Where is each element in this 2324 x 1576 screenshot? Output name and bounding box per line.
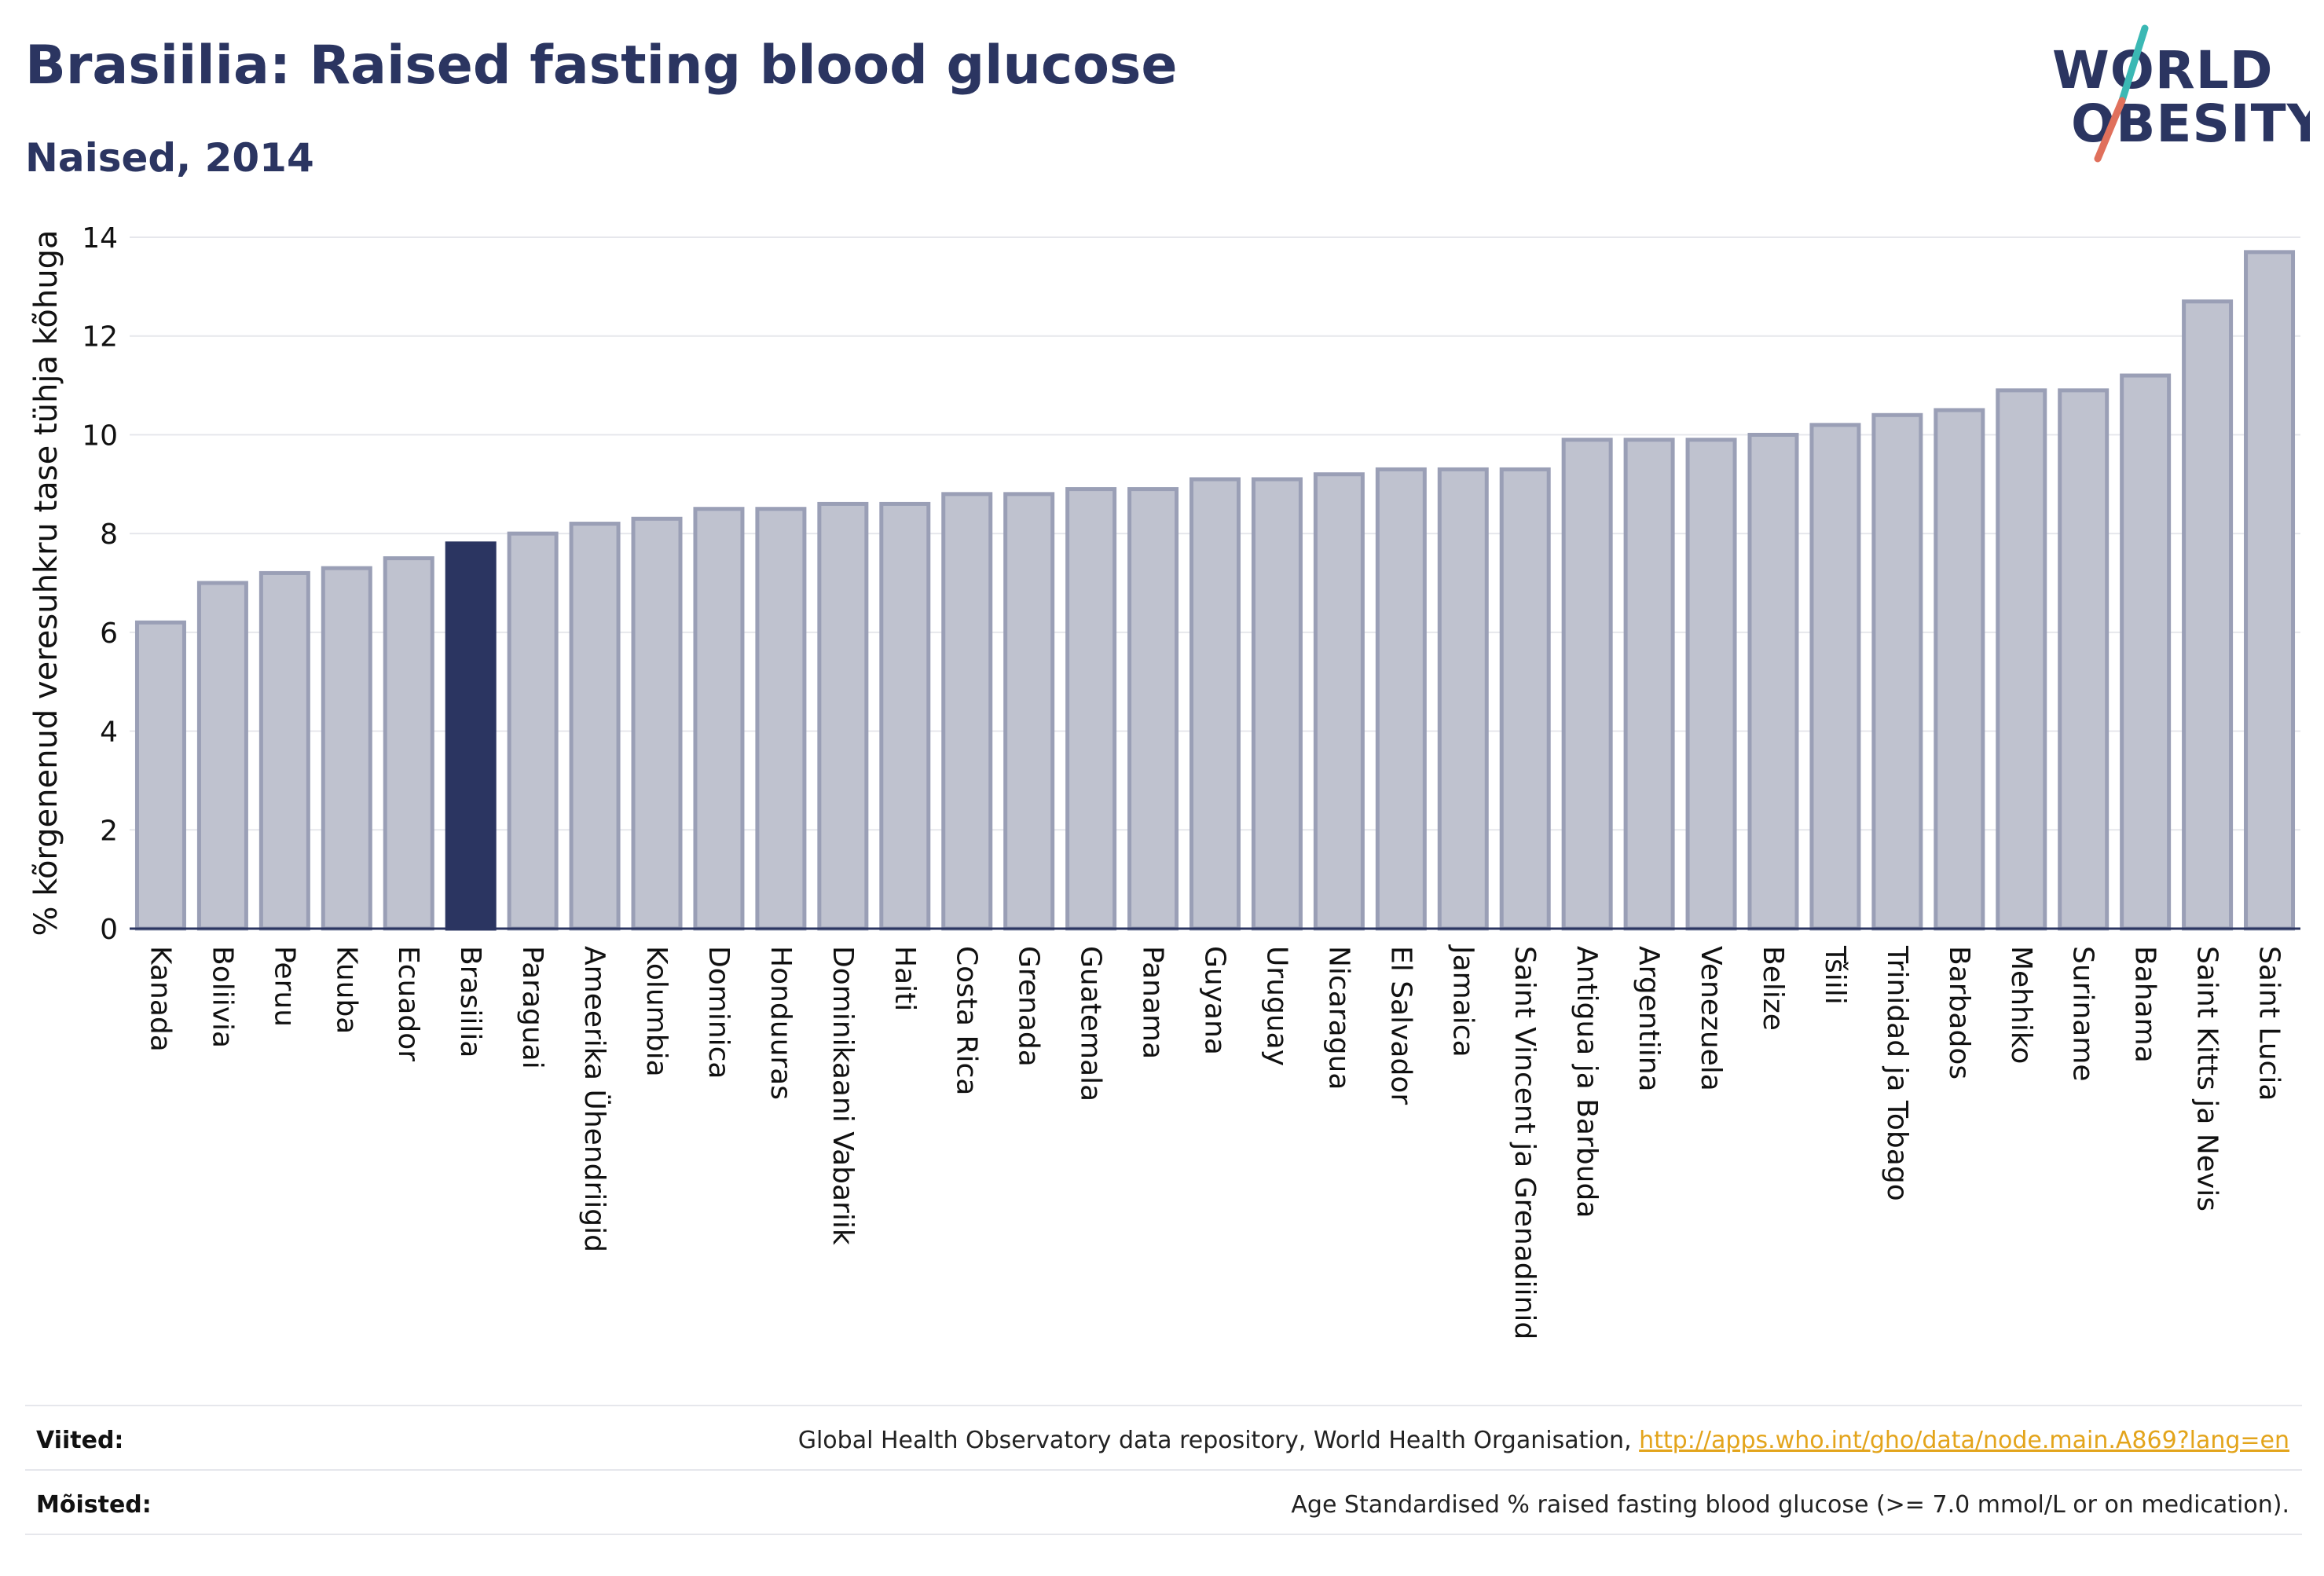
bar-trinidad-ja-tobago[interactable]: [1871, 412, 1923, 931]
bar-argentiina[interactable]: [1623, 438, 1675, 931]
x-tick-label: Saint Lucia: [2253, 946, 2286, 1101]
bar-uruguay[interactable]: [1251, 477, 1303, 931]
bar-paraguai[interactable]: [507, 531, 559, 931]
y-tick-label: 2: [100, 815, 118, 847]
x-tick-label: Paraguai: [516, 946, 548, 1069]
x-tick-label: Ameerika Ühendriigid: [578, 946, 611, 1252]
bar-saint-vincent-ja-grenadiinid[interactable]: [1499, 467, 1551, 931]
y-tick-label: 6: [100, 618, 118, 650]
bar-barbados[interactable]: [1934, 408, 1985, 931]
references-link[interactable]: http://apps.who.int/gho/data/node.main.A…: [1639, 1427, 2289, 1454]
y-tick-label: 4: [100, 717, 118, 749]
definitions-row: Mõisted: Age Standardised % raised fasti…: [25, 1469, 2302, 1535]
x-tick-label: Trinidad ja Tobago: [1881, 945, 1913, 1201]
bar-jamaica[interactable]: [1437, 467, 1489, 931]
x-tick-label: Guatemala: [1075, 946, 1107, 1101]
bar-suriname[interactable]: [2058, 388, 2110, 931]
world-obesity-logo: WORLD OBESITY: [2043, 24, 2324, 165]
bar-dominica[interactable]: [693, 507, 745, 931]
bar-mehhiko[interactable]: [1996, 388, 2047, 931]
x-tick-label: Saint Kitts ja Nevis: [2191, 946, 2223, 1211]
x-tick-label: Peruu: [268, 946, 300, 1027]
bar-kolumbia[interactable]: [631, 516, 683, 931]
references-value: Global Health Observatory data repositor…: [798, 1427, 2289, 1454]
bar-el-salvador[interactable]: [1375, 467, 1427, 931]
x-tick-label: Panama: [1137, 946, 1169, 1059]
chart-subtitle: Naised, 2014: [25, 135, 314, 181]
x-tick-label: Haiti: [889, 946, 921, 1011]
references-text: Global Health Observatory data repositor…: [797, 1427, 1640, 1454]
x-tick-label: Brasiilia: [454, 946, 486, 1057]
bar-panama[interactable]: [1127, 487, 1179, 931]
x-tick-label: Antigua ja Barbuda: [1571, 946, 1603, 1218]
bar-chart: 0 2 4 6 8 10 12 14 % kõrgenenud veresuhkru tase …: [28, 222, 2300, 1340]
definitions-text: Age Standardised % raised fasting blood …: [1291, 1491, 2289, 1519]
bar-guatemala[interactable]: [1065, 487, 1117, 931]
x-tick-label: Tšiili: [1819, 945, 1851, 1005]
logo-slash-teal-icon: [2118, 24, 2149, 104]
y-tick-label: 12: [82, 321, 118, 354]
bar-antigua-ja-barbuda[interactable]: [1561, 438, 1613, 931]
y-tick-label: 14: [82, 222, 118, 255]
bar-saint-kitts-ja-nevis[interactable]: [2182, 299, 2234, 931]
x-tick-label: El Salvador: [1384, 946, 1417, 1105]
x-tick-label: Saint Vincent ja Grenadiinid: [1508, 946, 1541, 1340]
y-axis-label: % kõrgenenud veresuhkru tase tühja kõhug…: [28, 229, 64, 936]
x-tick-label: Barbados: [1943, 946, 1975, 1079]
bar-bahama[interactable]: [2120, 373, 2172, 931]
y-tick-label: 10: [82, 420, 118, 452]
x-tick-label: Honduuras: [764, 946, 797, 1100]
bar-brasiilia[interactable]: [445, 541, 497, 931]
x-tick-label: Kanada: [144, 946, 176, 1052]
bar-nicaragua[interactable]: [1313, 472, 1365, 931]
definitions-label: Mõisted:: [36, 1491, 152, 1519]
logo-slash-red-icon: [2094, 97, 2126, 163]
x-tick-label: Dominikaani Vabariik: [827, 946, 859, 1245]
chart-title: Brasiilia: Raised fasting blood glucose: [25, 35, 1178, 97]
y-tick-label: 0: [100, 914, 118, 946]
x-tick-label: Belize: [1757, 946, 1789, 1031]
bar-kuuba[interactable]: [321, 566, 372, 931]
x-tick-label: Argentiina: [1633, 946, 1665, 1092]
bar-venezuela[interactable]: [1685, 438, 1737, 931]
x-tick-label: Uruguay: [1260, 946, 1292, 1066]
x-tick-label: Grenada: [1013, 946, 1045, 1067]
bar-ecuador[interactable]: [383, 556, 434, 931]
bar-boliivia[interactable]: [196, 581, 248, 931]
x-tick-label: Suriname: [2067, 946, 2099, 1082]
bar-grenada[interactable]: [1003, 492, 1055, 931]
bar-costa-rica[interactable]: [941, 492, 993, 931]
x-tick-label: Costa Rica: [951, 946, 983, 1095]
x-tick-label: Mehhiko: [2005, 946, 2037, 1064]
references-row: Viited: Global Health Observatory data r…: [25, 1405, 2302, 1471]
footer-divider: [25, 1534, 2302, 1535]
bar-haiti[interactable]: [879, 501, 931, 931]
x-tick-label: Bahama: [2129, 946, 2161, 1063]
bar-belize[interactable]: [1747, 432, 1799, 931]
references-label: Viited:: [36, 1427, 124, 1454]
x-tick-label: Guyana: [1199, 946, 1231, 1055]
bar-tšiili[interactable]: [1809, 423, 1861, 931]
y-tick-label: 8: [100, 519, 118, 551]
x-tick-label: Nicaragua: [1322, 946, 1354, 1090]
logo-line-1: WORLD: [2052, 40, 2274, 101]
x-tick-label: Boliivia: [206, 946, 238, 1048]
x-tick-label: Venezuela: [1695, 946, 1727, 1091]
x-tick-label: Kolumbia: [640, 946, 673, 1077]
x-tick-label: Jamaica: [1446, 944, 1479, 1057]
bar-saint-lucia[interactable]: [2244, 250, 2296, 931]
bar-guyana[interactable]: [1189, 477, 1241, 931]
world-obesity-logo-graphic: WORLD OBESITY: [2052, 24, 2324, 163]
bar-kanada[interactable]: [134, 620, 186, 931]
bar-ameerika-ühendriigid[interactable]: [569, 522, 621, 931]
x-tick-label: Dominica: [702, 946, 735, 1079]
bar-peruu[interactable]: [258, 570, 310, 931]
bar-dominikaani-vabariik[interactable]: [817, 501, 869, 931]
x-tick-label: Kuuba: [330, 946, 362, 1034]
x-tick-label: Ecuador: [392, 946, 424, 1061]
bar-honduuras[interactable]: [755, 507, 807, 931]
